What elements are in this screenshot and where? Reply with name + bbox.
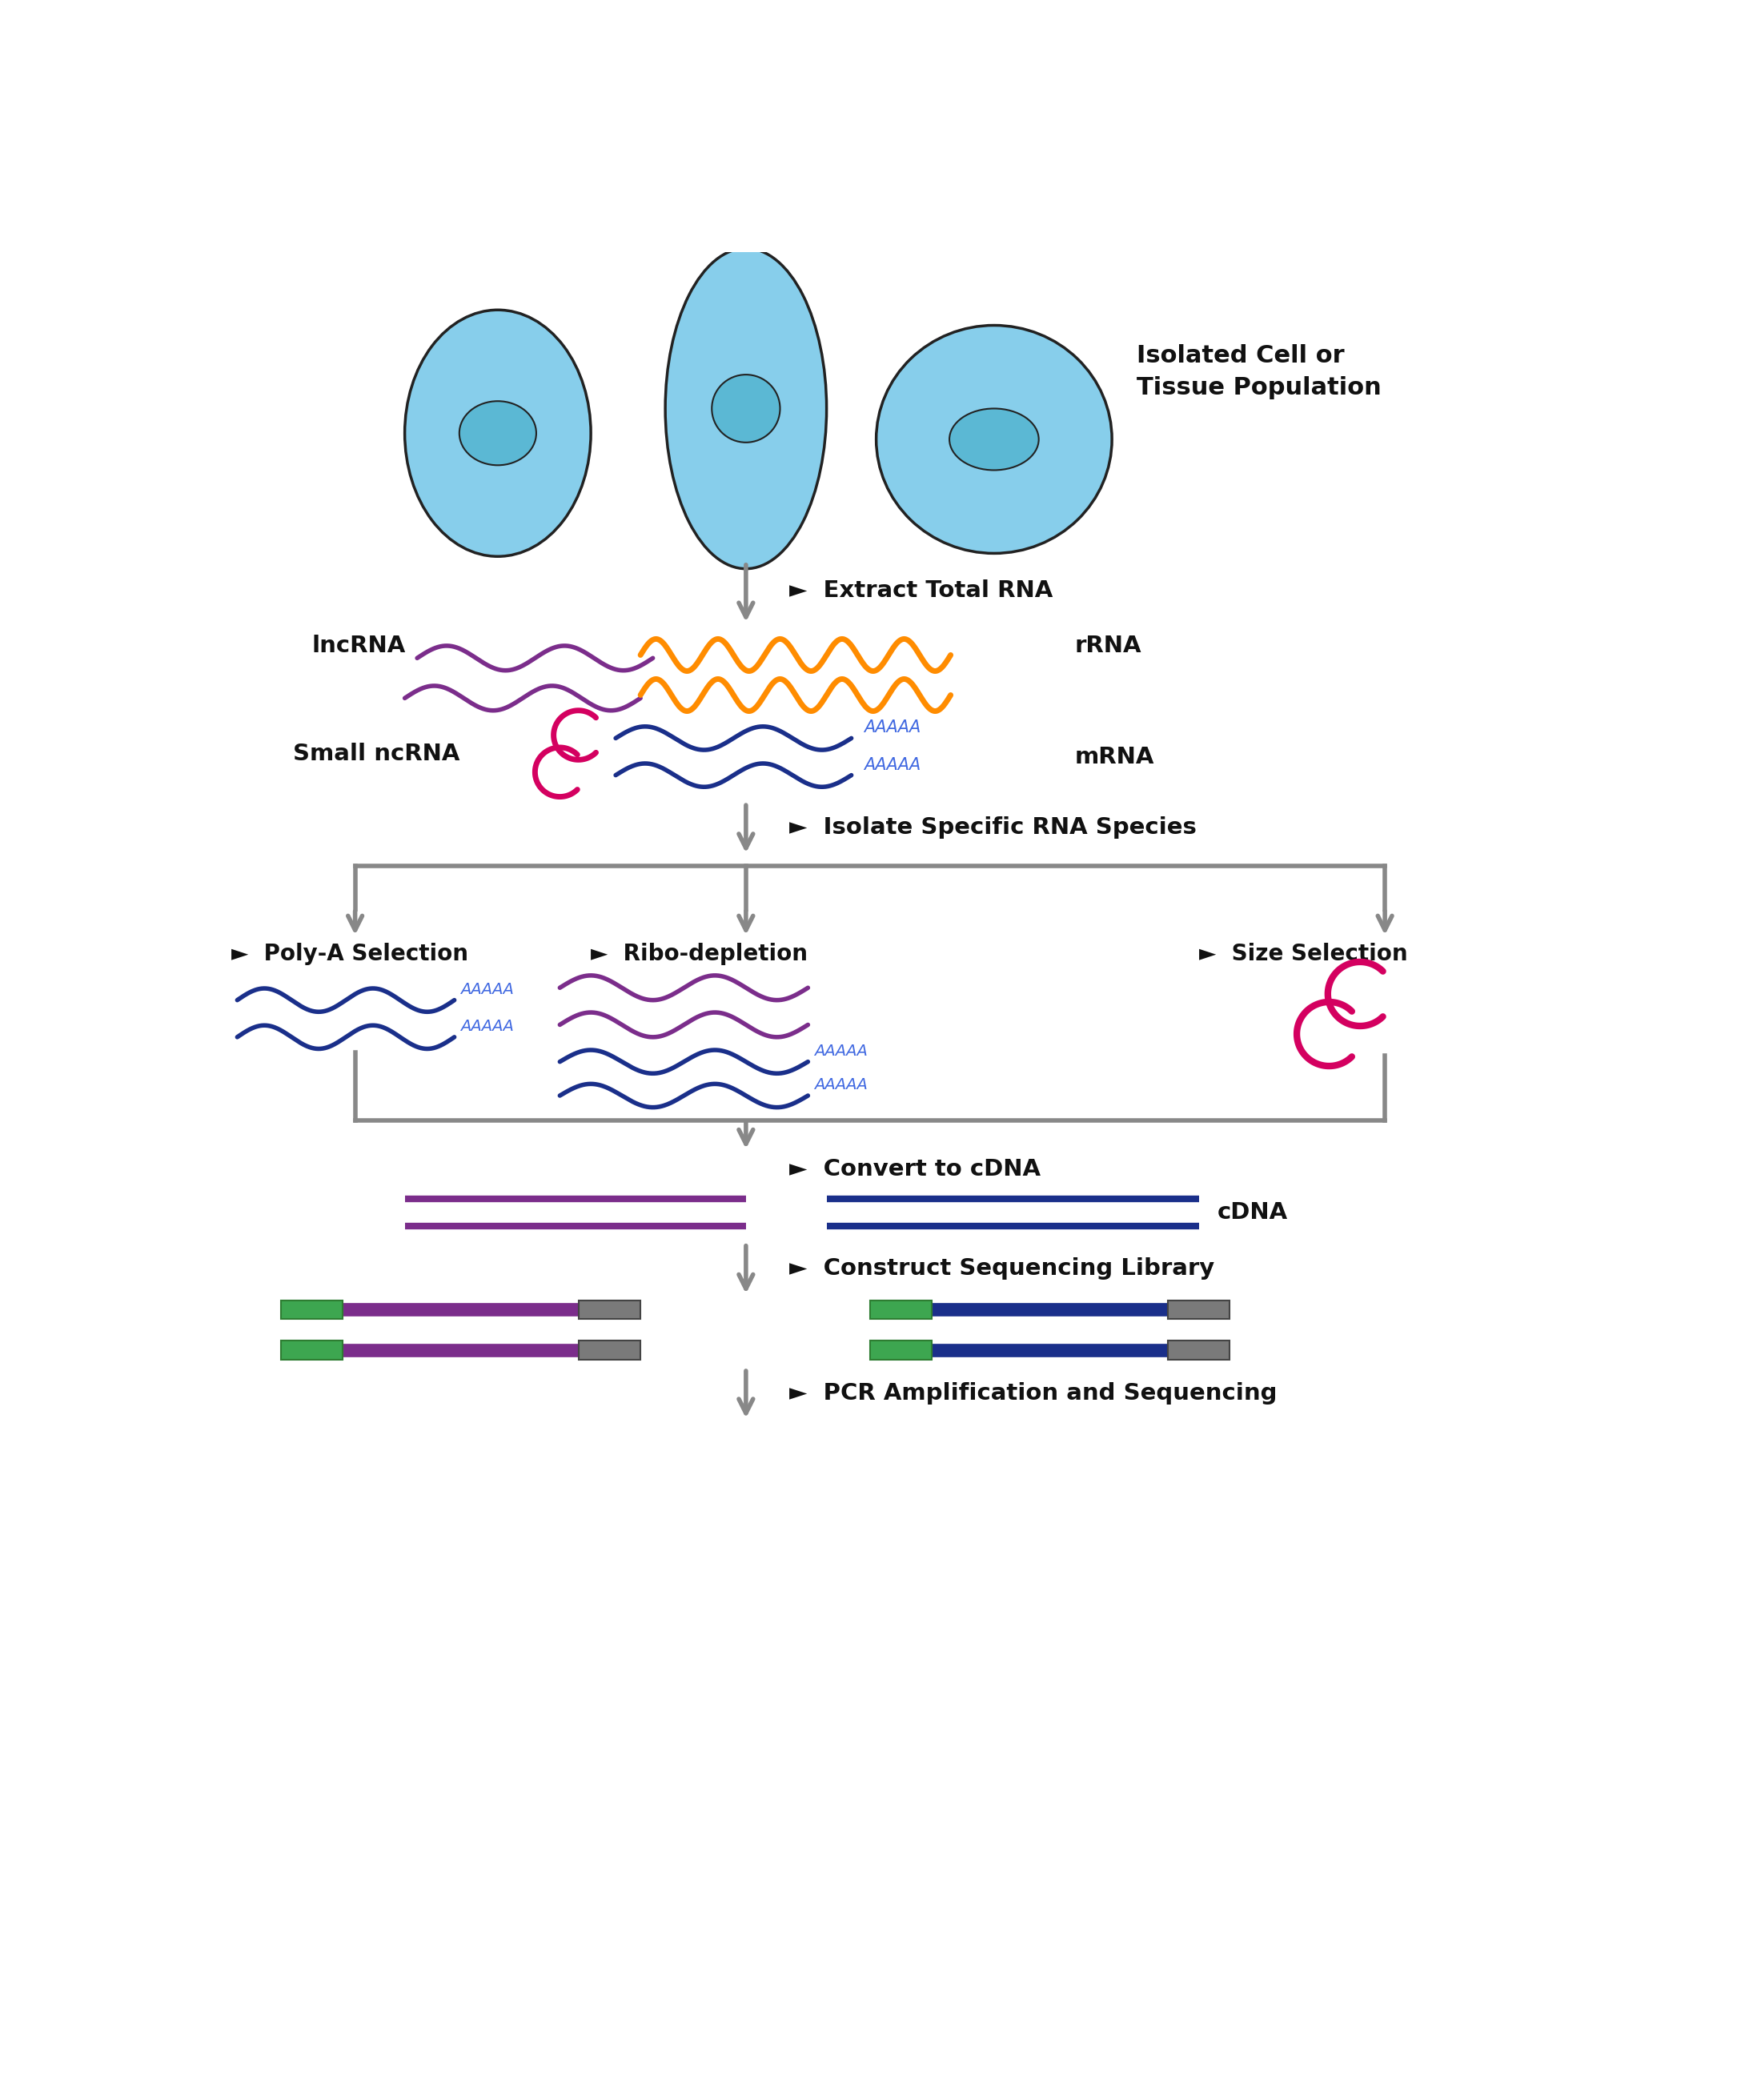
Text: ►  Poly-A Selection: ► Poly-A Selection (231, 943, 469, 966)
Ellipse shape (404, 311, 591, 556)
Ellipse shape (876, 326, 1112, 552)
Text: ►  Isolate Specific RNA Species: ► Isolate Specific RNA Species (789, 817, 1196, 838)
Bar (869, 1342, 932, 1359)
Bar (1168, 1300, 1230, 1319)
Text: ►  Construct Sequencing Library: ► Construct Sequencing Library (789, 1258, 1214, 1281)
Text: ►  Convert to cDNA: ► Convert to cDNA (789, 1159, 1041, 1180)
Text: AAAAA: AAAAA (460, 1018, 514, 1033)
Text: ►  Size Selection: ► Size Selection (1198, 943, 1408, 966)
Text: AAAAA: AAAAA (815, 1077, 868, 1092)
Bar (280, 1342, 343, 1359)
Bar (869, 1300, 932, 1319)
Bar (1168, 1342, 1230, 1359)
Ellipse shape (665, 248, 827, 569)
Text: mRNA: mRNA (1074, 746, 1154, 769)
Text: cDNA: cDNA (1217, 1201, 1287, 1224)
Bar (280, 1300, 343, 1319)
Text: ►  PCR Amplification and Sequencing: ► PCR Amplification and Sequencing (789, 1382, 1277, 1405)
Text: AAAAA: AAAAA (815, 1044, 868, 1058)
Bar (579, 1342, 640, 1359)
Ellipse shape (950, 410, 1039, 470)
Text: AAAAA: AAAAA (864, 720, 920, 735)
Text: ►  Extract Total RNA: ► Extract Total RNA (789, 580, 1053, 601)
Ellipse shape (460, 401, 537, 466)
Ellipse shape (712, 374, 780, 443)
Text: Small ncRNA: Small ncRNA (294, 743, 460, 764)
Text: Isolated Cell or
Tissue Population: Isolated Cell or Tissue Population (1137, 344, 1382, 399)
Text: ►  Ribo-depletion: ► Ribo-depletion (591, 943, 808, 966)
Text: AAAAA: AAAAA (460, 983, 514, 998)
Text: lncRNA: lncRNA (311, 634, 406, 657)
Bar (579, 1300, 640, 1319)
Text: AAAAA: AAAAA (864, 756, 920, 773)
Text: rRNA: rRNA (1074, 634, 1142, 657)
